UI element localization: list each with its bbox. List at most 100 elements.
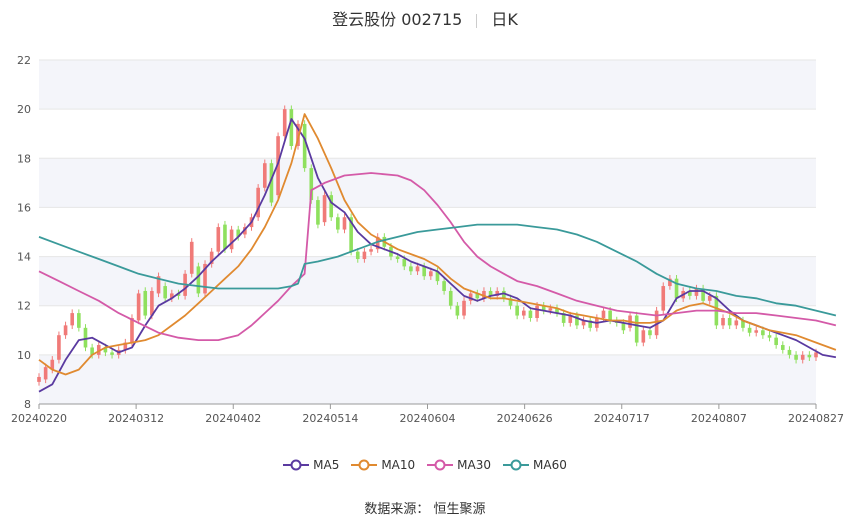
candle-body <box>581 320 586 326</box>
legend: MA5 MA10 MA30 MA60 <box>0 458 850 474</box>
candle-body <box>349 217 353 252</box>
candle-body <box>502 290 506 299</box>
legend-item-ma5[interactable]: MA5 <box>283 458 339 472</box>
y-tick-label: 18 <box>17 152 31 165</box>
legend-item-ma10[interactable]: MA10 <box>351 458 415 472</box>
kline-chart: 8 10 12 14 16 18 20 22 20240220 20240312 20240402… <box>11 54 844 425</box>
candle-body <box>780 345 785 350</box>
candle-body <box>83 327 88 348</box>
candle-body <box>601 310 606 318</box>
header-separator <box>476 13 478 28</box>
candle-body <box>309 168 314 201</box>
candle-body <box>475 293 480 299</box>
candle-body <box>429 271 433 277</box>
legend-marker-icon <box>351 459 378 471</box>
candle-body <box>807 354 812 358</box>
period-label: 日K <box>491 10 518 29</box>
candle-body <box>654 310 659 336</box>
ma10-line <box>38 113 837 376</box>
grid-band <box>39 60 816 110</box>
candle-body <box>422 266 426 277</box>
candle-body <box>296 123 300 146</box>
candle-body <box>455 305 460 316</box>
candle-body <box>209 251 214 264</box>
candle-body <box>276 136 280 196</box>
x-tick-label: 20240402 <box>205 412 261 425</box>
candle-body <box>322 195 327 223</box>
legend-marker-icon <box>283 459 310 471</box>
legend-label: MA60 <box>533 458 567 472</box>
candle-body <box>648 330 652 336</box>
y-axis: 8 10 12 14 16 18 20 22 <box>17 54 31 411</box>
candle-body <box>674 278 679 299</box>
candle-body <box>395 256 400 260</box>
candle-body <box>528 310 533 318</box>
legend-label: MA30 <box>457 458 492 472</box>
candle-body <box>189 241 194 274</box>
candle-body <box>515 305 519 316</box>
grid-bands <box>39 60 816 404</box>
candle-body <box>634 315 639 343</box>
y-tick-label: 12 <box>17 300 31 313</box>
candle-body <box>256 187 260 218</box>
candle-body <box>541 305 546 311</box>
legend-marker-dot <box>290 459 302 471</box>
grid-band <box>39 354 816 404</box>
candle-body <box>355 251 360 260</box>
candle-body <box>362 251 367 260</box>
candle-body <box>608 310 612 321</box>
candle-body <box>63 325 68 336</box>
candle-body <box>90 347 94 355</box>
candle-body <box>435 271 440 282</box>
legend-item-ma60[interactable]: MA60 <box>503 458 567 472</box>
x-tick-label: 20240807 <box>691 412 747 425</box>
candle-body <box>621 322 626 331</box>
candle-body <box>375 236 380 250</box>
candle-body <box>316 200 320 225</box>
candle-body <box>409 266 413 272</box>
candle-body <box>575 315 579 326</box>
y-tick-label: 16 <box>17 201 31 214</box>
candle-body <box>774 337 778 346</box>
candle-body <box>741 320 745 328</box>
candle-body <box>535 305 539 318</box>
candle-body <box>269 163 274 203</box>
x-tick-label: 20240604 <box>400 412 456 425</box>
candle-body <box>77 313 81 328</box>
candle-body <box>568 315 573 323</box>
candle-body <box>442 281 446 291</box>
x-tick-label: 20240626 <box>497 412 553 425</box>
candle-body <box>216 227 221 252</box>
x-tick-label: 20240514 <box>302 412 358 425</box>
x-tick-label: 20240827 <box>788 412 844 425</box>
y-tick-label: 14 <box>17 251 31 264</box>
candle-body <box>767 335 772 338</box>
candle-body <box>369 249 373 252</box>
candle-body <box>561 313 566 323</box>
legend-item-ma30[interactable]: MA30 <box>427 458 491 472</box>
candle-body <box>50 359 55 370</box>
candle-body <box>814 352 818 358</box>
y-tick-label: 20 <box>17 103 31 116</box>
candle-body <box>143 290 148 316</box>
candle-body <box>641 330 646 343</box>
candle-body <box>482 290 486 299</box>
legend-marker-icon <box>427 459 454 471</box>
chart-title: 登云股份 002715 <box>332 10 463 29</box>
candle-body <box>701 288 705 301</box>
candle-body <box>43 367 48 380</box>
grid-band <box>39 256 816 306</box>
y-tick-label: 22 <box>17 54 31 67</box>
legend-marker-dot <box>358 459 370 471</box>
candle-body <box>734 320 739 326</box>
candle-body <box>329 195 334 218</box>
ma5-line <box>38 118 837 393</box>
chart-header: 登云股份 002715 日K <box>0 6 850 30</box>
candle-body <box>668 278 672 287</box>
candle-body <box>70 313 75 326</box>
candle-body <box>96 345 101 355</box>
candle-body <box>787 349 792 355</box>
candle-body <box>229 229 234 250</box>
candles <box>37 105 818 386</box>
candle-body <box>123 342 128 350</box>
